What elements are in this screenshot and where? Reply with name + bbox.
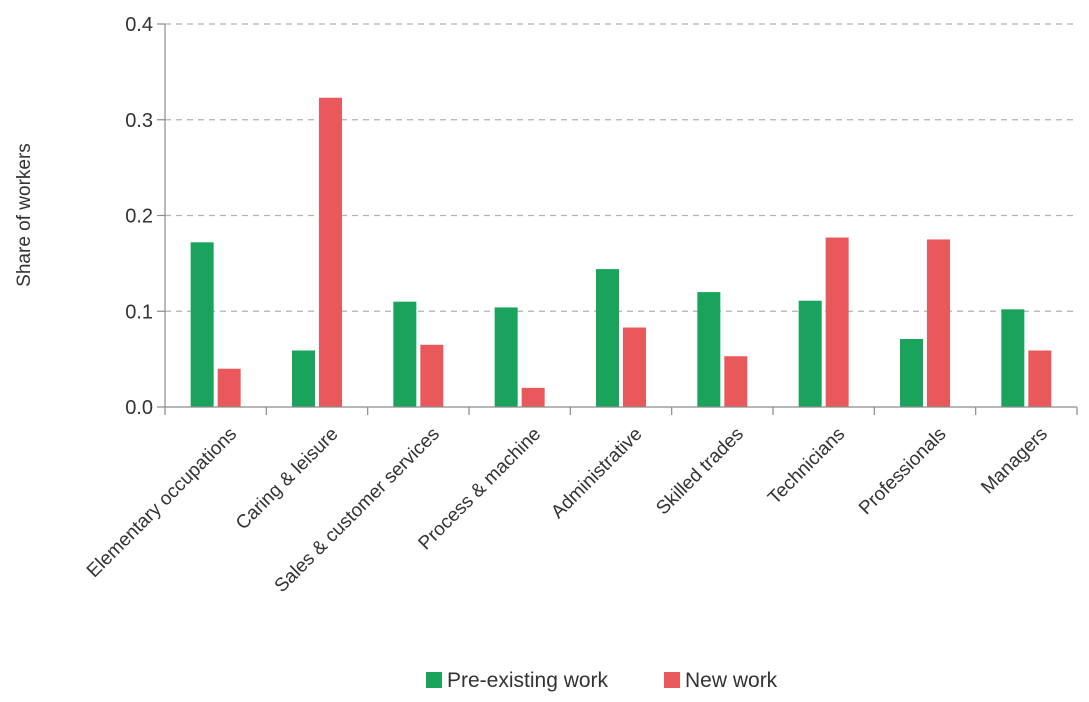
legend-swatch-new <box>664 672 680 688</box>
x-category-label: Managers <box>977 424 1052 499</box>
bar-pre-existing-7 <box>900 339 923 407</box>
x-category-label: Administrative <box>547 424 646 523</box>
x-category-label: Technicians <box>764 424 849 509</box>
bar-pre-existing-0 <box>190 242 214 407</box>
y-tick-label: 0.3 <box>125 110 153 132</box>
legend-swatch-pre-existing <box>426 672 442 688</box>
bar-new-7 <box>927 239 950 407</box>
bar-pre-existing-4 <box>596 269 619 407</box>
bar-pre-existing-2 <box>393 301 417 407</box>
bar-new-8 <box>1028 350 1052 407</box>
bar-new-2 <box>420 344 444 407</box>
x-category-label: Skilled trades <box>652 424 748 520</box>
bar-pre-existing-3 <box>494 307 518 407</box>
x-category-label: Caring & leisure <box>232 424 342 534</box>
bar-pre-existing-6 <box>798 300 822 407</box>
y-tick-label: 0.1 <box>125 301 153 323</box>
y-axis-title: Share of workers <box>14 143 35 287</box>
x-axis <box>164 24 1078 415</box>
x-category-label: Sales & customer services <box>271 424 444 597</box>
bar-new-4 <box>623 327 646 407</box>
y-tick-label: 0.0 <box>125 397 153 419</box>
bar-pre-existing-5 <box>697 292 721 407</box>
x-category-label: Professionals <box>855 424 951 520</box>
bar-new-0 <box>217 368 241 407</box>
bars <box>190 97 1052 407</box>
bar-new-3 <box>521 387 545 407</box>
y-tick-label: 0.2 <box>125 206 153 228</box>
y-tick-label: 0.4 <box>125 14 153 36</box>
legend-label-new: New work <box>685 669 778 692</box>
gridlines <box>165 23 1077 312</box>
bar-new-5 <box>724 356 748 407</box>
legend: Pre-existing work New work <box>426 669 778 692</box>
bar-new-6 <box>825 237 849 407</box>
y-axis-ticks: 0.0 0.1 0.2 0.3 0.4 <box>125 14 165 419</box>
bar-pre-existing-1 <box>292 350 315 407</box>
bar-new-1 <box>319 97 342 407</box>
x-category-label: Elementary occupations <box>83 424 241 582</box>
bar-pre-existing-8 <box>1001 309 1025 407</box>
legend-label-pre-existing: Pre-existing work <box>447 669 609 692</box>
